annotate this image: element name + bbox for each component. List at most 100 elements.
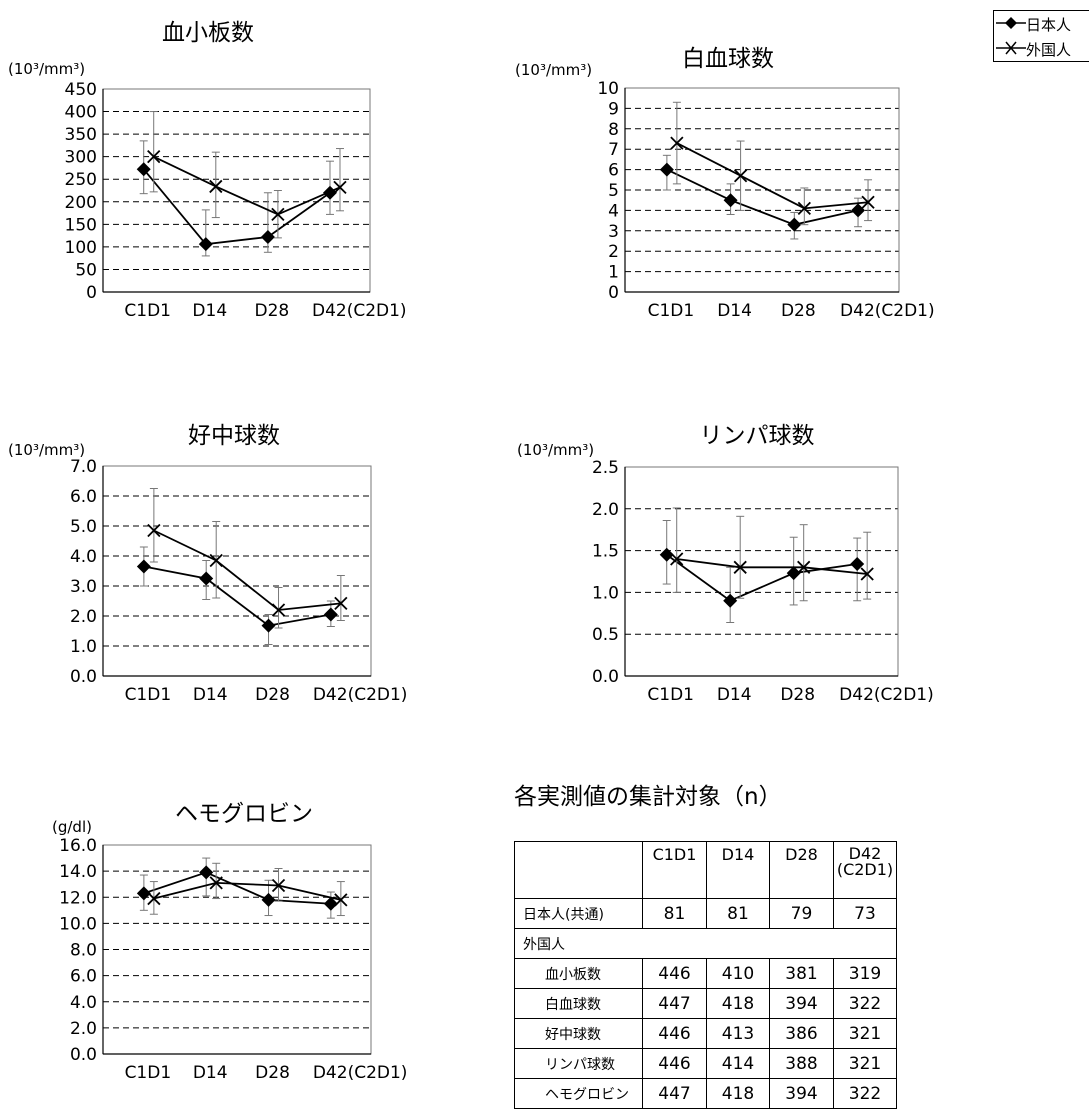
table-row: リンパ球数 446 414 388 321 bbox=[514, 1048, 897, 1079]
data-point-x bbox=[209, 876, 223, 890]
y-tick-label: 7.0 bbox=[70, 457, 97, 477]
data-point-diamond bbox=[787, 217, 802, 232]
chart-title: 血小板数 bbox=[162, 20, 254, 46]
table-cell: 447 bbox=[642, 1078, 707, 1109]
x-tick-label: D28 bbox=[255, 1063, 290, 1083]
table-cell: 81 bbox=[642, 898, 707, 929]
data-point-diamond bbox=[260, 229, 275, 244]
x-marker-icon bbox=[996, 41, 1026, 55]
data-point-x bbox=[860, 567, 874, 581]
data-point-x bbox=[861, 195, 875, 209]
data-point-x bbox=[733, 169, 748, 183]
y-tick-label: 300 bbox=[65, 148, 97, 168]
chart-title: ヘモグロビン bbox=[175, 801, 313, 827]
y-tick-label: 2.0 bbox=[592, 500, 619, 520]
y-tick-label: 10.0 bbox=[59, 914, 97, 934]
data-point-diamond bbox=[199, 865, 214, 880]
y-tick-label: 6 bbox=[608, 161, 619, 181]
data-point-x bbox=[797, 201, 811, 215]
series-line-foreign bbox=[153, 529, 341, 611]
y-tick-label: 0.0 bbox=[70, 1045, 97, 1065]
table-cell: 394 bbox=[769, 988, 834, 1019]
chart-title: 好中球数 bbox=[188, 423, 280, 449]
table-cell: 81 bbox=[706, 898, 770, 929]
table-cell: 381 bbox=[769, 958, 834, 989]
y-tick-label: 100 bbox=[65, 238, 97, 258]
y-axis-unit-label: (10³/mm³) bbox=[8, 441, 85, 459]
x-tick-label: D14 bbox=[192, 301, 227, 321]
x-tick-label: D28 bbox=[255, 685, 290, 705]
legend-label-foreign: 外国人 bbox=[1026, 41, 1072, 59]
y-tick-label: 16.0 bbox=[59, 836, 97, 856]
y-tick-label: 12.0 bbox=[59, 888, 97, 908]
data-point-x bbox=[797, 560, 811, 574]
legend-item-foreign: 外国人 bbox=[994, 36, 1089, 60]
x-tick-label: D42(C2D1) bbox=[313, 1063, 408, 1083]
y-tick-label: 450 bbox=[65, 80, 97, 100]
series-line-japanese bbox=[143, 168, 331, 246]
x-tick-label: D14 bbox=[717, 301, 752, 321]
chart-title: 白血球数 bbox=[682, 46, 774, 72]
table-cell: 446 bbox=[642, 958, 707, 989]
table-cell: 414 bbox=[706, 1048, 770, 1079]
data-point-diamond bbox=[723, 193, 738, 208]
table-cell: 446 bbox=[642, 1018, 707, 1049]
y-tick-label: 0.5 bbox=[592, 625, 619, 645]
y-tick-label: 2.0 bbox=[70, 1019, 97, 1039]
series-line-japanese bbox=[143, 565, 332, 627]
x-tick-label: D14 bbox=[193, 1063, 228, 1083]
y-tick-label: 50 bbox=[75, 260, 97, 280]
x-tick-label: C1D1 bbox=[124, 301, 171, 321]
y-tick-label: 4 bbox=[608, 201, 619, 221]
table-cell: 413 bbox=[706, 1018, 770, 1049]
data-point-diamond bbox=[723, 593, 738, 608]
data-point-diamond bbox=[323, 896, 338, 911]
table-group-row: 外国人 bbox=[514, 928, 897, 959]
data-point-diamond bbox=[261, 618, 276, 633]
table-col-header: D28 bbox=[769, 841, 834, 899]
table-cell: 418 bbox=[706, 988, 770, 1019]
series-line-japanese bbox=[666, 554, 858, 602]
data-point-x bbox=[209, 179, 223, 194]
y-axis-unit-label: (g/dl) bbox=[52, 818, 92, 836]
table-header-row: C1D1 D14 D28 D42 (C2D1) bbox=[514, 841, 897, 899]
table-cell: 394 bbox=[769, 1078, 834, 1109]
table-cell: 322 bbox=[833, 988, 897, 1019]
x-tick-label: D28 bbox=[781, 301, 816, 321]
diamond-marker-icon bbox=[996, 17, 1026, 29]
y-tick-label: 350 bbox=[65, 125, 97, 145]
y-tick-label: 2.0 bbox=[70, 607, 97, 627]
table-cell: 319 bbox=[833, 958, 897, 989]
data-point-diamond bbox=[659, 547, 674, 562]
data-point-x bbox=[209, 553, 223, 568]
table-row: 白血球数 447 418 394 322 bbox=[514, 988, 897, 1019]
y-tick-label: 5 bbox=[608, 181, 619, 201]
row-label: 日本人(共通) bbox=[514, 898, 643, 929]
y-tick-label: 6.0 bbox=[70, 967, 97, 987]
y-tick-label: 250 bbox=[65, 170, 97, 190]
x-tick-label: D42(C2D1) bbox=[840, 301, 935, 321]
data-point-x bbox=[271, 603, 286, 617]
group-label: 外国人 bbox=[514, 928, 897, 959]
table-col-header: D42 (C2D1) bbox=[833, 841, 897, 899]
y-axis-unit-label: (10³/mm³) bbox=[8, 60, 85, 78]
y-tick-label: 0 bbox=[86, 283, 97, 303]
y-tick-label: 200 bbox=[65, 193, 97, 213]
series-line-japanese bbox=[666, 168, 859, 226]
row-label: 血小板数 bbox=[514, 958, 643, 989]
chart-4: リンパ球数 (10³/mm³) 0.0 0.5 1.0 1.5 2.0 2.5 C1D1 D14 D… bbox=[517, 423, 934, 705]
data-point-diamond bbox=[136, 886, 151, 901]
data-point-x bbox=[334, 893, 348, 907]
row-label: ヘモグロビン bbox=[514, 1078, 643, 1109]
y-tick-label: 5.0 bbox=[70, 517, 97, 537]
series-line-foreign bbox=[153, 155, 341, 216]
table-title: 各実測値の集計対象（n） bbox=[514, 784, 782, 810]
y-tick-label: 0 bbox=[608, 283, 619, 303]
legend: 日本人 外国人 bbox=[993, 10, 1089, 62]
y-tick-label: 3 bbox=[608, 222, 619, 242]
data-point-x bbox=[670, 136, 684, 150]
data-point-diamond bbox=[198, 237, 213, 252]
table-cell: 79 bbox=[769, 898, 834, 929]
x-tick-label: C1D1 bbox=[125, 685, 172, 705]
table-row: 好中球数 446 413 386 321 bbox=[514, 1018, 897, 1049]
